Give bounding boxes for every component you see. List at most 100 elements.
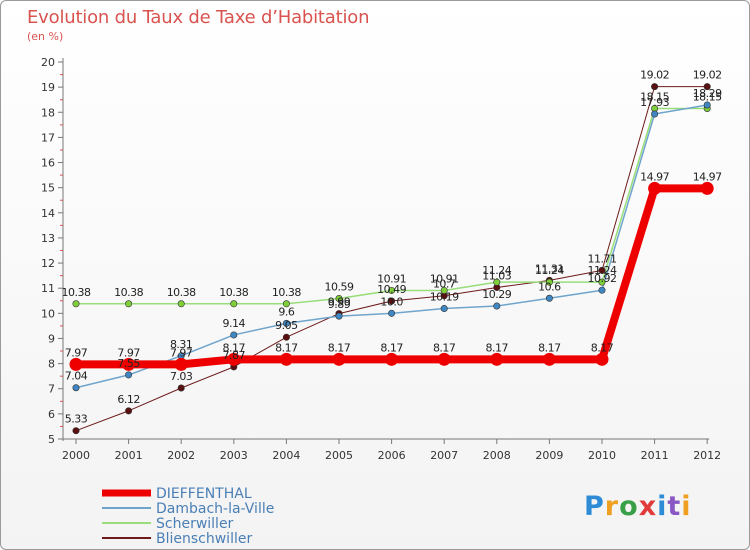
data-label: 11.24 [535,264,564,277]
data-label: 18.15 [640,90,669,103]
data-label: 10.59 [325,281,354,294]
data-label: 10.38 [272,286,301,299]
legend-label: Dambach-la-Ville [156,501,274,517]
data-label: 8.17 [591,341,614,354]
logo-letter: i [681,491,692,522]
data-point [388,286,396,294]
data-point [703,101,711,109]
logo-letter: i [657,491,668,522]
data-label: 7.97 [65,346,88,359]
x-tick-label: 2008 [483,449,511,462]
data-point [69,357,83,371]
data-label: 11.71 [588,252,617,265]
data-label: 11.31 [535,262,564,275]
data-label: 11.03 [482,269,511,282]
x-tick-label: 2010 [588,449,616,462]
data-label: 7.55 [117,357,140,370]
data-point [598,286,606,294]
x-tick-label: 2012 [693,449,721,462]
data-label: 8.17 [275,341,298,354]
logo-letter: r [604,491,620,522]
data-point [651,110,659,118]
x-tick-label: 2006 [378,449,406,462]
legend: DIEFFENTHALDambach-la-VilleScherwillerBl… [102,486,274,547]
y-tick-label: 17 [41,131,55,144]
data-point [125,407,133,415]
data-label: 9.6 [278,305,294,318]
data-label: 10.91 [430,272,459,285]
y-tick-label: 13 [41,232,55,245]
axes: 5 6 7 8 9 10 11 12 13 14 15 16 17 18 19 20 2000 2001 2002 2… [41,56,721,462]
data-point [174,357,188,371]
data-label: 11.24 [482,264,511,277]
data-point [545,278,553,286]
x-tick-label: 2005 [325,449,353,462]
y-tick-label: 18 [41,106,55,119]
logo-letter: o [619,491,639,522]
data-label: 7.04 [65,370,88,383]
x-tick-label: 2004 [272,449,300,462]
data-label: 8.17 [486,341,509,354]
data-label: 8.17 [538,341,561,354]
data-point [335,295,343,303]
x-tick-label: 2002 [167,449,195,462]
chart-title: Evolution du Taux de Taxe d’Habitation [27,7,370,28]
data-label: 19.02 [640,69,669,82]
data-point [282,300,290,308]
data-label: 17.93 [640,96,669,109]
y-tick-label: 11 [41,282,55,295]
y-tick-label: 16 [41,157,55,170]
data-point [177,384,185,392]
data-label: 14.97 [693,170,722,183]
data-point [332,352,346,366]
x-tick-label: 2003 [220,449,248,462]
data-label: 18.29 [693,87,722,100]
x-tick-label: 2009 [535,449,563,462]
data-point [177,300,185,308]
y-tick-label: 10 [41,307,55,320]
x-tick-label: 2000 [62,449,90,462]
data-label: 7.97 [170,346,193,359]
data-label: 9.89 [328,298,351,311]
data-point [282,333,290,341]
data-point [651,83,659,91]
data-point [388,309,396,317]
data-label: 10.38 [219,286,248,299]
data-label: 8.17 [328,341,351,354]
data-label: 10.38 [62,286,91,299]
data-label: 10.49 [377,283,406,296]
data-point [437,352,451,366]
data-label: 10.6 [538,280,561,293]
legend-label: DIEFFENTHAL [156,486,252,502]
logo-letter: t [667,491,682,522]
data-label: 7.03 [170,370,193,383]
data-label: 10.19 [430,291,459,304]
data-point [493,302,501,310]
data-label: 18.15 [693,90,722,103]
y-tick-label: 6 [48,408,55,421]
data-point [490,352,504,366]
data-label: 10.38 [167,286,196,299]
proxiti-logo: Proxiti [584,491,692,522]
data-point [230,300,238,308]
data-point [335,312,343,320]
data-label: 11.24 [588,264,617,277]
data-label: 14.97 [640,170,669,183]
data-label: 9.99 [328,296,351,309]
logo-letter: P [584,491,605,522]
data-point [595,352,609,366]
data-label: 5.33 [65,413,88,426]
data-point [385,352,399,366]
data-point [72,300,80,308]
y-tick-label: 9 [48,332,55,345]
data-point [440,286,448,294]
data-label: 10.91 [377,272,406,285]
y-tick-label: 14 [41,207,55,220]
data-label: 9.14 [223,317,246,330]
data-point [703,83,711,91]
data-label: 10.92 [588,272,617,285]
unit-label: (en %) [27,30,64,43]
y-tick-label: 15 [41,182,55,195]
